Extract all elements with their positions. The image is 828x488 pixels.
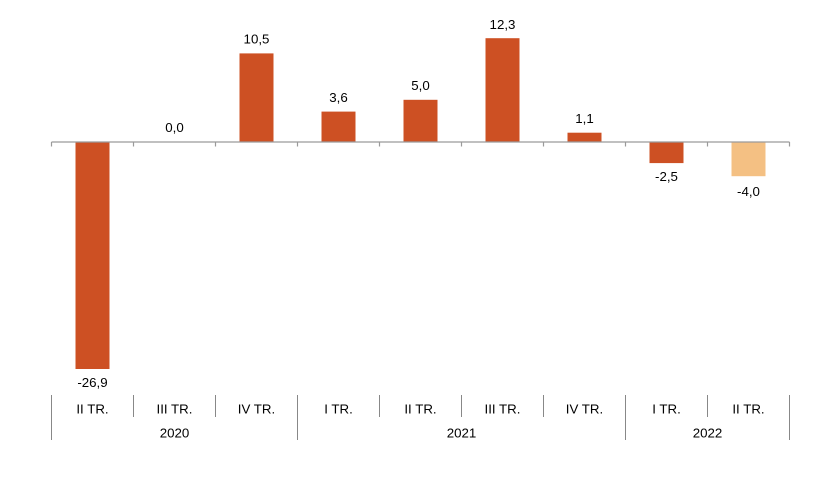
svg-text:12,3: 12,3: [490, 17, 516, 32]
svg-text:0,0: 0,0: [165, 120, 184, 135]
svg-text:II TR.: II TR.: [76, 402, 108, 417]
svg-text:10,5: 10,5: [244, 32, 270, 47]
svg-text:III TR.: III TR.: [485, 402, 521, 417]
svg-text:-26,9: -26,9: [77, 375, 107, 390]
svg-text:2020: 2020: [160, 425, 190, 440]
svg-text:III TR.: III TR.: [157, 402, 193, 417]
svg-text:I TR.: I TR.: [652, 402, 681, 417]
svg-text:-4,0: -4,0: [737, 184, 760, 199]
svg-text:2021: 2021: [447, 425, 477, 440]
svg-text:2022: 2022: [693, 425, 723, 440]
svg-text:II TR.: II TR.: [732, 402, 764, 417]
svg-text:-2,5: -2,5: [655, 169, 678, 184]
svg-text:IV TR.: IV TR.: [238, 402, 275, 417]
svg-text:I TR.: I TR.: [324, 402, 353, 417]
svg-text:5,0: 5,0: [411, 78, 430, 93]
svg-text:3,6: 3,6: [329, 90, 348, 105]
svg-text:1,1: 1,1: [575, 111, 594, 126]
svg-text:IV TR.: IV TR.: [566, 402, 603, 417]
svg-text:II TR.: II TR.: [404, 402, 436, 417]
